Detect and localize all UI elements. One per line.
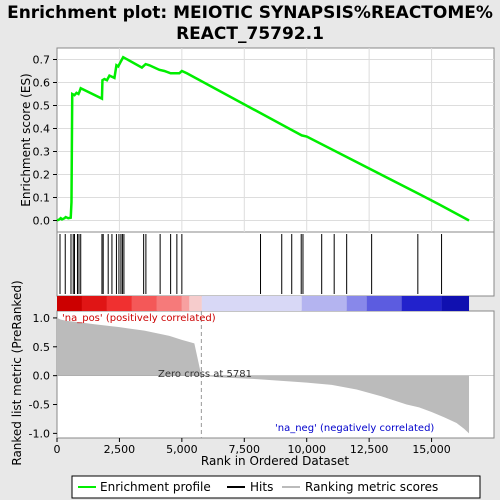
ranking-bar-segment bbox=[366, 296, 402, 311]
ranking-color-bar bbox=[57, 296, 470, 311]
ranking-bar-segment bbox=[131, 296, 157, 311]
y-axis-label-metric: Ranked list metric (PreRanked) bbox=[10, 280, 24, 465]
metric-y-tick-label: 1.0 bbox=[33, 312, 51, 325]
es-panel bbox=[56, 47, 495, 233]
hits-panel bbox=[56, 231, 495, 297]
ranking-bar-segment bbox=[57, 296, 82, 311]
x-tick-label: 15,000 bbox=[412, 443, 451, 456]
x-ticks: 0 2,500 5,000 7,500 10,000 12,500 15,000 bbox=[54, 438, 451, 456]
enrichment-line bbox=[56, 55, 470, 222]
enrichment-profile-line bbox=[56, 55, 470, 222]
es-gridlines bbox=[57, 48, 494, 232]
x-tick-label: 7,500 bbox=[229, 443, 261, 456]
ranking-bar-segment bbox=[181, 296, 190, 311]
ranking-bar-segment bbox=[401, 296, 442, 311]
zero-cross-label: Zero cross at 5781 bbox=[158, 369, 252, 380]
chart-title-line1: Enrichment plot: MEIOTIC SYNAPSIS%REACTO… bbox=[7, 3, 493, 23]
x-axis-label: Rank in Ordered Dataset bbox=[201, 454, 349, 468]
es-y-tick-label: 0.6 bbox=[33, 77, 51, 90]
es-y-tick-label: 0.2 bbox=[33, 169, 51, 182]
legend-label-metric: Ranking metric scores bbox=[305, 480, 438, 494]
x-tick-label: 0 bbox=[54, 443, 61, 456]
es-y-tick-label: 0.1 bbox=[33, 192, 51, 205]
neg-label: 'na_neg' (negatively correlated) bbox=[275, 423, 434, 434]
legend-label-hits: Hits bbox=[250, 480, 273, 494]
metric-area bbox=[57, 317, 494, 434]
metric-y-tick-label: -0.5 bbox=[29, 399, 50, 412]
es-y-tick-label: 0.0 bbox=[33, 215, 51, 228]
x-tick-label: 5,000 bbox=[166, 443, 198, 456]
ranking-bar-segment bbox=[441, 296, 470, 311]
ranking-bar-segment bbox=[106, 296, 132, 311]
hit-marks bbox=[59, 234, 443, 294]
x-tick-label: 10,000 bbox=[287, 443, 326, 456]
x-tick-label: 12,500 bbox=[350, 443, 389, 456]
legend-label-enrichment: Enrichment profile bbox=[100, 480, 211, 494]
legend-box bbox=[71, 475, 481, 499]
metric-y-tick-label: 0.0 bbox=[33, 370, 51, 383]
y-axis-label-es: Enrichment score (ES) bbox=[19, 73, 33, 206]
es-y-tick-label: 0.4 bbox=[33, 123, 51, 136]
pos-label: 'na_pos' (positively correlated) bbox=[62, 313, 216, 324]
metric-y-tick-label: 0.5 bbox=[33, 341, 51, 354]
ranking-bar-segment bbox=[301, 296, 347, 311]
x-tick-label: 2,500 bbox=[104, 443, 136, 456]
ranking-bar-segment bbox=[346, 296, 367, 311]
ranking-bar-segment bbox=[189, 296, 202, 311]
es-y-tick-label: 0.3 bbox=[33, 146, 51, 159]
ranking-bar-segment bbox=[201, 296, 302, 311]
metric-y-tick-label: -1.0 bbox=[29, 427, 50, 440]
ranking-bar-segment bbox=[156, 296, 182, 311]
ranking-bar-segment bbox=[81, 296, 107, 311]
chart-title-line2: REACT_75792.1 bbox=[176, 24, 324, 44]
metric-y-ticks: 1.0 0.5 0.0 -0.5 -1.0 bbox=[29, 312, 57, 440]
es-y-tick-label: 0.7 bbox=[33, 54, 51, 67]
es-y-ticks: 0.0 0.1 0.2 0.3 0.4 0.5 0.6 0.7 bbox=[33, 54, 57, 228]
es-y-tick-label: 0.5 bbox=[33, 100, 51, 113]
